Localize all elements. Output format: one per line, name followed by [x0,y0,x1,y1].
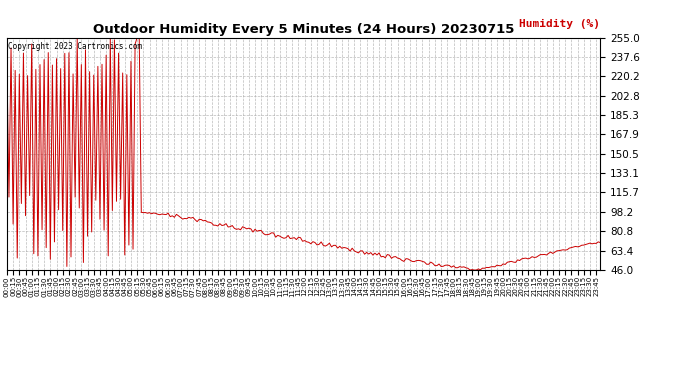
Text: Copyright 2023 Cartronics.com: Copyright 2023 Cartronics.com [8,42,142,51]
Text: Humidity (%): Humidity (%) [520,20,600,29]
Title: Outdoor Humidity Every 5 Minutes (24 Hours) 20230715: Outdoor Humidity Every 5 Minutes (24 Hou… [93,23,514,36]
